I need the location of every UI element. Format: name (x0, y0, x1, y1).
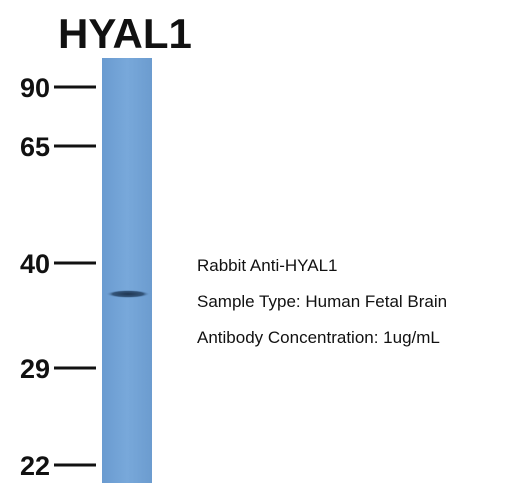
marker-label: 29 (20, 354, 50, 384)
marker-label: 65 (20, 132, 50, 162)
lane (102, 58, 152, 483)
marker-label: 40 (20, 249, 50, 279)
blot-title: HYAL1 (58, 10, 192, 57)
marker-label: 90 (20, 73, 50, 103)
annotation: Rabbit Anti-HYAL1 (197, 256, 337, 275)
band (106, 290, 150, 298)
marker-label: 22 (20, 451, 50, 481)
marker-group: 90 65 40 29 22 (20, 73, 96, 481)
annotation: Sample Type: Human Fetal Brain (197, 292, 447, 311)
page: HYAL1 90 65 40 29 22 Rabbit Anti-HYAL1 Sampl… (0, 0, 528, 483)
annotation: Antibody Concentration: 1ug/mL (197, 328, 440, 347)
blot-figure: HYAL1 90 65 40 29 22 Rabbit Anti-HYAL1 Sampl… (0, 0, 528, 483)
